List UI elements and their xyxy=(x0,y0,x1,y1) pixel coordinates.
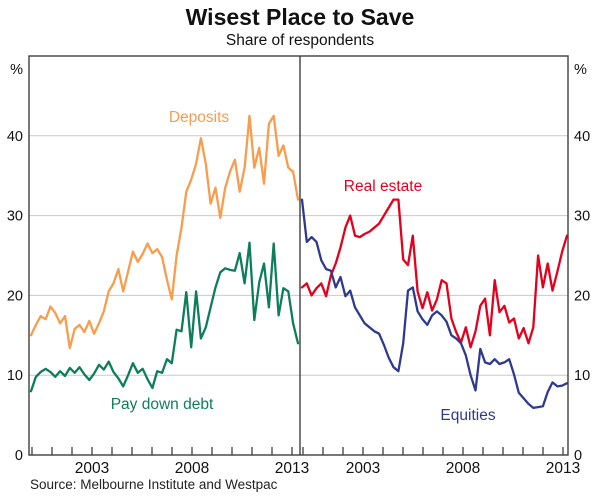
y-axis-label-right-20: 20 xyxy=(574,288,590,304)
series-label-pay-down-debt: Pay down debt xyxy=(111,396,214,413)
x-axis-year-label-2003: 2003 xyxy=(346,460,380,477)
series-line-deposits xyxy=(29,114,300,350)
y-axis-unit-right: % xyxy=(574,62,587,78)
series-line-real-estate xyxy=(300,198,569,349)
x-axis-year-label-2008: 2008 xyxy=(446,460,480,477)
chart-source: Source: Melbourne Institute and Westpac xyxy=(30,477,278,492)
x-axis-year-label-2003: 2003 xyxy=(75,460,109,477)
chart-subtitle: Share of respondents xyxy=(225,32,375,49)
y-axis-unit-left: % xyxy=(10,62,23,78)
y-axis-label-right-40: 40 xyxy=(574,129,590,145)
series-label-equities: Equities xyxy=(440,407,495,424)
series-label-real-estate: Real estate xyxy=(344,178,422,195)
y-axis-label-left-40: 40 xyxy=(7,129,23,145)
y-axis-label-right-10: 10 xyxy=(574,368,590,384)
series-label-deposits: Deposits xyxy=(169,109,230,126)
x-axis-year-label-2013: 2013 xyxy=(546,460,580,477)
chart-title: Wisest Place to Save xyxy=(185,4,415,30)
y-axis-label-left-30: 30 xyxy=(7,209,23,225)
series-line-equities xyxy=(300,198,569,410)
x-axis-year-label-2008: 2008 xyxy=(175,460,209,477)
y-axis-label-left-0: 0 xyxy=(15,448,23,464)
y-axis-label-right-0: 0 xyxy=(574,448,582,464)
y-axis-label-right-30: 30 xyxy=(574,209,590,225)
y-axis-label-left-20: 20 xyxy=(7,288,23,304)
plot-frame xyxy=(28,55,569,456)
series-line-pay-down-debt xyxy=(29,241,300,393)
y-axis-label-left-10: 10 xyxy=(7,368,23,384)
x-axis-year-label-2013: 2013 xyxy=(275,460,309,477)
